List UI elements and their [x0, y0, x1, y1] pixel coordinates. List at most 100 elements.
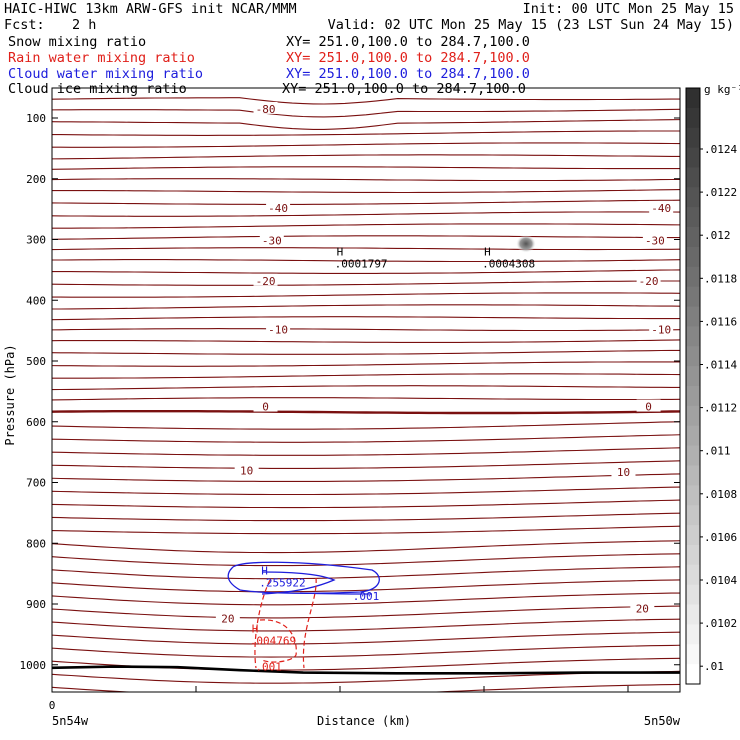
field-name-rain: Rain water mixing ratio [8, 50, 195, 66]
colorbar-tick-label: .011 [704, 445, 731, 458]
y-tick-label: 400 [26, 294, 46, 307]
temperature-contour-line [52, 657, 680, 671]
temperature-contour-line [52, 618, 680, 632]
temperature-contour-line [52, 460, 680, 469]
colorbar-swatch [686, 604, 700, 625]
colorbar-swatch [686, 326, 700, 347]
temperature-contour-label: -20 [639, 275, 659, 288]
colorbar-swatch [686, 187, 700, 208]
temperature-contour-label: -30 [645, 235, 665, 248]
temperature-contour-line [52, 259, 680, 263]
y-tick-label: 500 [26, 355, 46, 368]
rain-water-contour [254, 579, 271, 669]
x-origin-label: 0 [49, 699, 56, 712]
y-tick-label: 800 [26, 537, 46, 550]
colorbar-swatch [686, 445, 700, 466]
header-title: HAIC-HIWC 13km ARW-GFS init NCAR/MMM [4, 1, 297, 17]
temperature-contour-line [52, 178, 680, 182]
colorbar-tick-label: .0114 [704, 359, 737, 372]
colorbar-tick-label: .0124 [704, 143, 737, 156]
y-tick-label: 200 [26, 173, 46, 186]
temperature-contour-line [52, 235, 680, 240]
y-tick-label: 700 [26, 477, 46, 490]
colorbar-tick-label: .0112 [704, 402, 737, 415]
colorbar-swatch [686, 664, 700, 685]
colorbar-swatch [686, 386, 700, 407]
field-xy-rain: XY= 251.0,100.0 to 284.7,100.0 [286, 50, 530, 66]
temperature-contour-label: -80 [256, 103, 276, 116]
snow-shading [516, 234, 536, 253]
temperature-contour-line [52, 316, 680, 321]
colorbar-tick-label: .0102 [704, 617, 737, 630]
colorbar-tick-label: .0106 [704, 531, 737, 544]
y-tick-label: 600 [26, 416, 46, 429]
temperature-contour-line [52, 280, 680, 286]
colorbar-swatch [686, 127, 700, 149]
temperature-contour-line [52, 339, 680, 343]
header-fcst-label: Fcst: [4, 17, 45, 33]
colorbar-units: g kg⁻¹ [704, 83, 740, 96]
temperature-contour-label: 0 [262, 401, 269, 414]
contour-layer: -80-40 -40-30 -30-20 -20-10 -100 010 102020H.0… [52, 97, 680, 692]
temperature-contour-line [52, 631, 680, 645]
y-tick-label: 900 [26, 598, 46, 611]
colorbar-swatch [686, 366, 700, 387]
y-tick-label: 1000 [20, 659, 47, 672]
field-name-cloudwater: Cloud water mixing ratio [8, 66, 203, 82]
colorbar-swatch [686, 266, 700, 288]
temperature-contour-line [52, 540, 680, 554]
header-init: Init: 00 UTC Mon 25 May 15 [523, 1, 734, 17]
colorbar-tick-label: .0104 [704, 574, 737, 587]
temperature-contour-line [52, 269, 680, 274]
y-tick-label: 300 [26, 234, 46, 247]
colorbar-tick-label: .0122 [704, 186, 737, 199]
colorbar-swatch [686, 147, 700, 168]
colorbar-swatch [686, 167, 700, 188]
temperature-contour-label: 0 [645, 401, 652, 414]
colorbar-swatch [686, 525, 700, 546]
field-xy-snow: XY= 251.0,100.0 to 284.7,100.0 [286, 34, 530, 50]
rain-water-contour [259, 619, 297, 663]
plot-frame [51, 87, 681, 693]
colorbar-swatch [686, 544, 700, 566]
temperature-contour-line [52, 397, 680, 401]
temperature-contour-label: -10 [268, 323, 288, 336]
temperature-contour-line [52, 579, 680, 593]
temperature-contour-line [52, 566, 680, 580]
maximum-value: .004769 [250, 634, 296, 647]
x-axis-title: Distance (km) [317, 714, 411, 728]
field-xy-cloudwater: XY= 251.0,100.0 to 284.7,100.0 [286, 66, 530, 82]
header-valid: Valid: 02 UTC Mon 25 May 15 (23 LST Sun … [328, 17, 734, 33]
colorbar-swatch [686, 207, 700, 228]
temperature-contour-line [52, 142, 680, 148]
temperature-contour-line [52, 553, 680, 567]
temperature-contour-label: -10 [651, 323, 671, 336]
temperature-contour-line [52, 683, 680, 692]
temperature-contour-label: 10 [617, 466, 630, 479]
colorbar-frame [685, 87, 701, 685]
temperature-contour-line [52, 605, 680, 619]
cloud-water-contour [261, 571, 336, 595]
maximum-marker: H [252, 622, 259, 635]
colorbar-tick-label: .0108 [704, 488, 737, 501]
temperature-contour-line [52, 434, 680, 443]
temperature-contour-line [52, 385, 680, 391]
temperature-contour-line [52, 373, 680, 379]
temperature-contour-line [52, 188, 680, 194]
maximum-value: .0004308 [482, 258, 535, 271]
contour-value-label: .001 [255, 661, 282, 674]
colorbar-swatch [686, 246, 700, 268]
field-name-snow: Snow mixing ratio [8, 34, 146, 50]
temperature-contour-label: -30 [262, 235, 282, 248]
temperature-contour-line [52, 211, 680, 217]
colorbar-tick-label: .01 [704, 660, 724, 673]
temperature-contour-line [52, 410, 680, 415]
field-xy-cloudice: XY= 251.0,100.0 to 284.7,100.0 [282, 81, 526, 97]
temperature-contour-label: -20 [256, 275, 276, 288]
temperature-contour-line [52, 525, 680, 535]
temperature-contour-line [52, 97, 680, 105]
colorbar-swatch [686, 306, 700, 327]
cloud-water-contour [227, 561, 380, 594]
contour-value-label: .001 [353, 590, 380, 603]
colorbar-swatch [686, 584, 700, 606]
